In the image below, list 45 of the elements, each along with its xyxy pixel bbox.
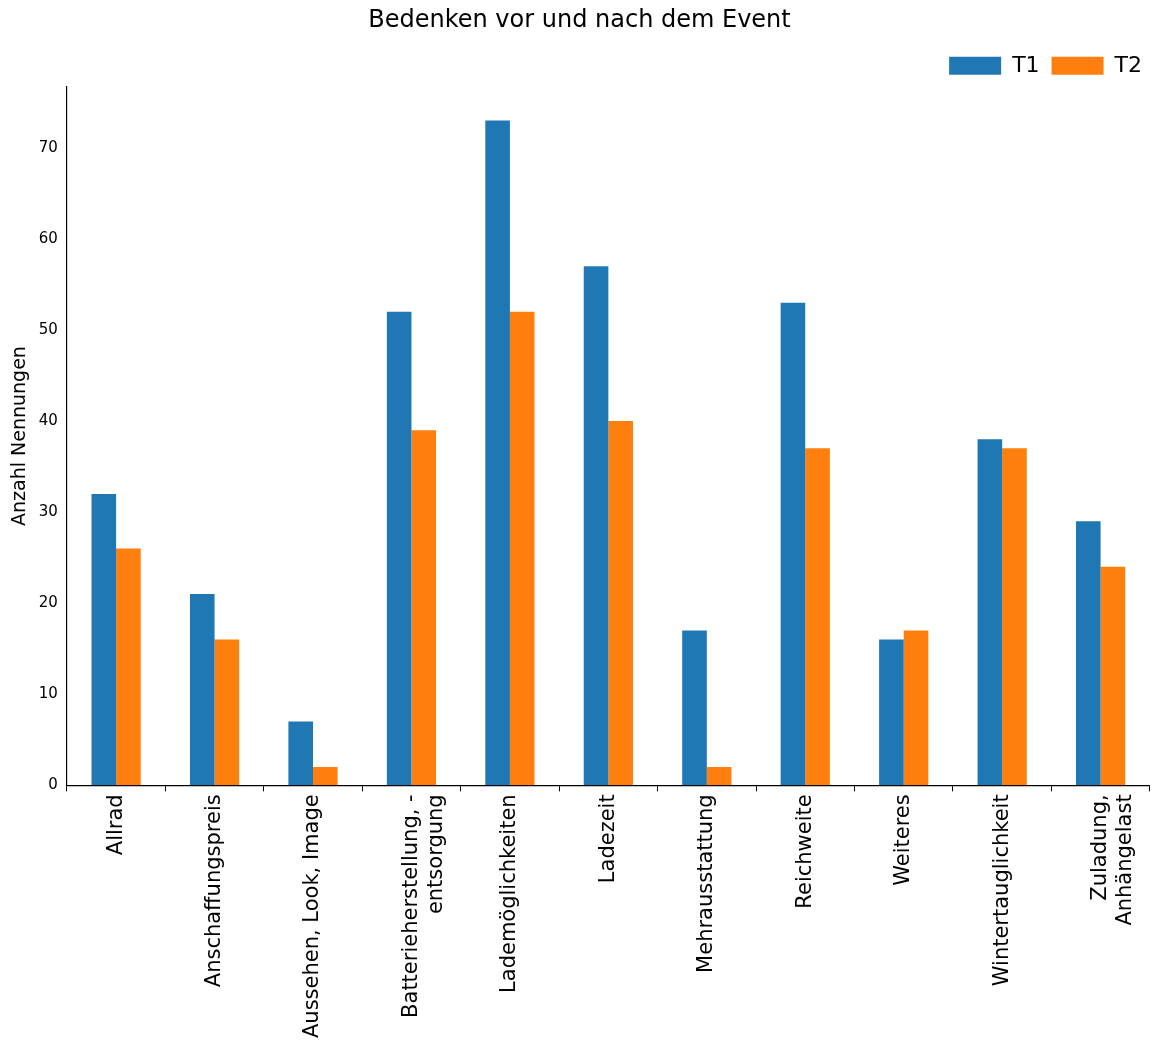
bar [91, 493, 117, 786]
y-axis-title: Anzahl Nennungen [7, 346, 30, 527]
bar [879, 639, 904, 786]
y-tick-label: 20 [38, 593, 58, 612]
bar [189, 594, 215, 786]
y-tick-label: 40 [38, 410, 58, 429]
y-tick-label: 10 [38, 684, 58, 703]
x-tick-label: Wintertauglichkeit [988, 794, 1013, 987]
bar [1075, 521, 1101, 786]
bar [706, 767, 732, 786]
bar [214, 639, 240, 786]
x-tick-label: Zuladung, Anhängelast [1087, 794, 1137, 926]
y-tick-label: 60 [38, 228, 58, 247]
bar [977, 439, 1003, 786]
y-tick-label: 30 [38, 502, 58, 520]
x-tick-label: Mehrausstattung [693, 794, 718, 973]
bar [509, 311, 535, 786]
bar [411, 430, 437, 786]
bar [805, 448, 830, 786]
bar [608, 421, 633, 786]
y-tick-label: 0 [48, 775, 58, 794]
bar [682, 630, 707, 786]
bar [116, 548, 141, 786]
x-tick-label: Ladezeit [594, 794, 619, 884]
x-tick-label: Reichweite [791, 794, 816, 909]
bar [485, 120, 510, 786]
x-tick-label: Anschaffungspreis [201, 794, 226, 988]
bar [1100, 566, 1126, 786]
bar [288, 721, 314, 786]
legend-label: T2 [1113, 51, 1142, 77]
x-tick-label: Aussehen, Look, Image [299, 794, 324, 1039]
bar [903, 630, 929, 786]
y-tick-label: 50 [38, 319, 58, 338]
x-tick-label: Lademöglichkeiten [496, 794, 521, 993]
legend-label: T1 [1011, 51, 1040, 77]
bar [313, 767, 338, 786]
x-tick-label: Batterieherstellung, - entsorgung [397, 794, 448, 1018]
chart-title: Bedenken vor und nach dem Event [368, 4, 791, 33]
bar [1002, 448, 1027, 786]
bar [780, 302, 806, 786]
bar [386, 311, 412, 786]
y-tick-label: 70 [38, 137, 58, 156]
bar [583, 266, 609, 786]
x-tick-label: Weiteres [890, 794, 915, 886]
x-tick-label: Allrad [102, 794, 127, 856]
